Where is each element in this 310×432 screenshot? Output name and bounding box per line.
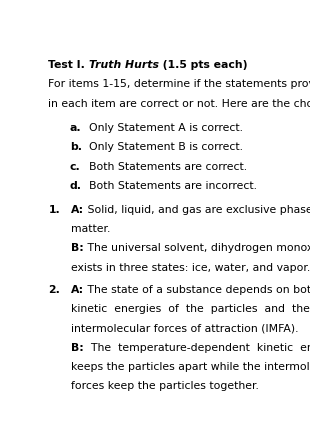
Text: kinetic  energies  of  the  particles  and  the: kinetic energies of the particles and th… [71, 304, 310, 314]
Text: B:: B: [71, 243, 84, 253]
Text: matter.: matter. [71, 224, 111, 234]
Text: c.: c. [70, 162, 81, 172]
Text: exists in three states: ice, water, and vapor.: exists in three states: ice, water, and … [71, 263, 310, 273]
Text: Solid, liquid, and gas are exclusive phases of: Solid, liquid, and gas are exclusive pha… [84, 205, 310, 215]
Text: a.: a. [70, 123, 82, 133]
Text: A:: A: [71, 205, 84, 215]
Text: Both Statements are incorrect.: Both Statements are incorrect. [89, 181, 257, 191]
Text: B:: B: [71, 343, 84, 353]
Text: keeps the particles apart while the intermolecular: keeps the particles apart while the inte… [71, 362, 310, 372]
Text: d.: d. [70, 181, 82, 191]
Text: in each item are correct or not. Here are the choices.: in each item are correct or not. Here ar… [48, 99, 310, 109]
Text: The universal solvent, dihydrogen monoxide,: The universal solvent, dihydrogen monoxi… [84, 243, 310, 253]
Text: Truth Hurts: Truth Hurts [89, 60, 159, 70]
Text: The state of a substance depends on both the: The state of a substance depends on both… [84, 285, 310, 295]
Text: A:: A: [71, 285, 84, 295]
Text: b.: b. [70, 143, 82, 152]
Text: Test I.: Test I. [48, 60, 89, 70]
Text: intermolecular forces of attraction (IMFA).: intermolecular forces of attraction (IMF… [71, 323, 299, 334]
Text: 1.: 1. [48, 205, 60, 215]
Text: Both Statements are correct.: Both Statements are correct. [89, 162, 247, 172]
Text: Only Statement A is correct.: Only Statement A is correct. [89, 123, 243, 133]
Text: (1.5 pts each): (1.5 pts each) [159, 60, 247, 70]
Text: 2.: 2. [48, 285, 60, 295]
Text: The  temperature-dependent  kinetic  energy: The temperature-dependent kinetic energy [84, 343, 310, 353]
Text: Only Statement B is correct.: Only Statement B is correct. [89, 143, 243, 152]
Text: For items 1-15, determine if the statements provided: For items 1-15, determine if the stateme… [48, 79, 310, 89]
Text: forces keep the particles together.: forces keep the particles together. [71, 381, 259, 391]
